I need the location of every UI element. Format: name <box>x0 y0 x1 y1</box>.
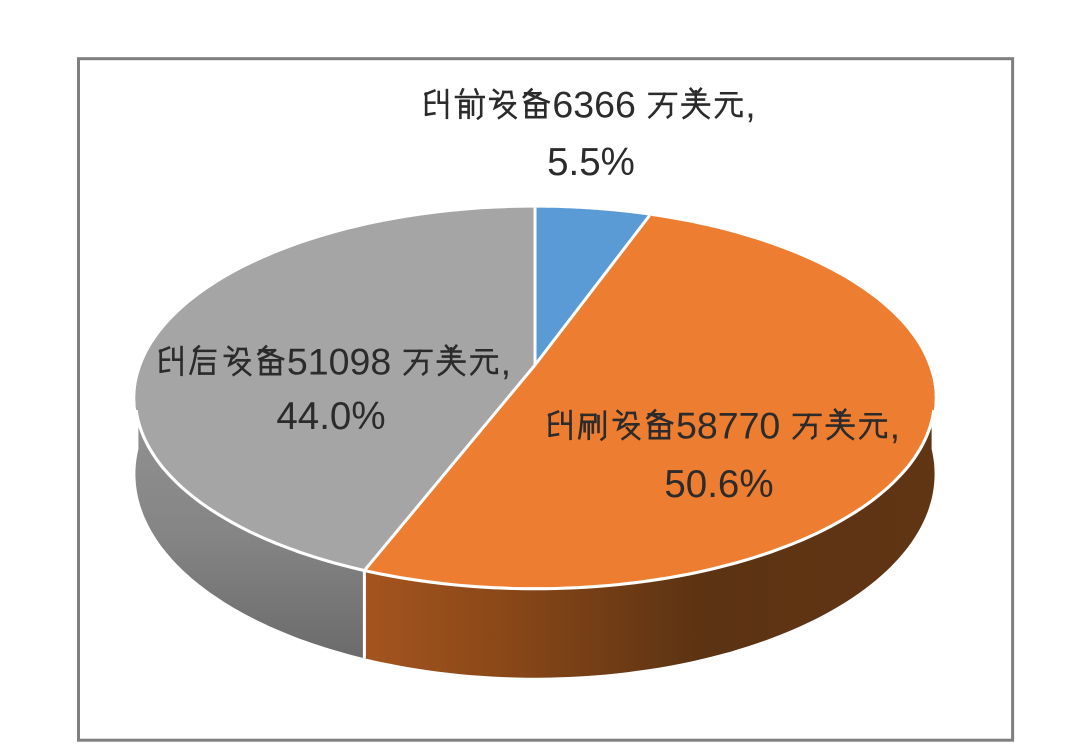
svg-text:5.5%: 5.5% <box>547 141 635 184</box>
svg-text:50.6%: 50.6% <box>664 463 773 506</box>
svg-text:58770: 58770 <box>676 405 780 447</box>
svg-text:,: , <box>890 405 900 447</box>
svg-text:51098: 51098 <box>287 341 391 383</box>
svg-text:,: , <box>501 341 511 383</box>
svg-text:6366: 6366 <box>552 84 635 126</box>
svg-text:,: , <box>745 84 755 126</box>
svg-text:44.0%: 44.0% <box>276 395 385 438</box>
